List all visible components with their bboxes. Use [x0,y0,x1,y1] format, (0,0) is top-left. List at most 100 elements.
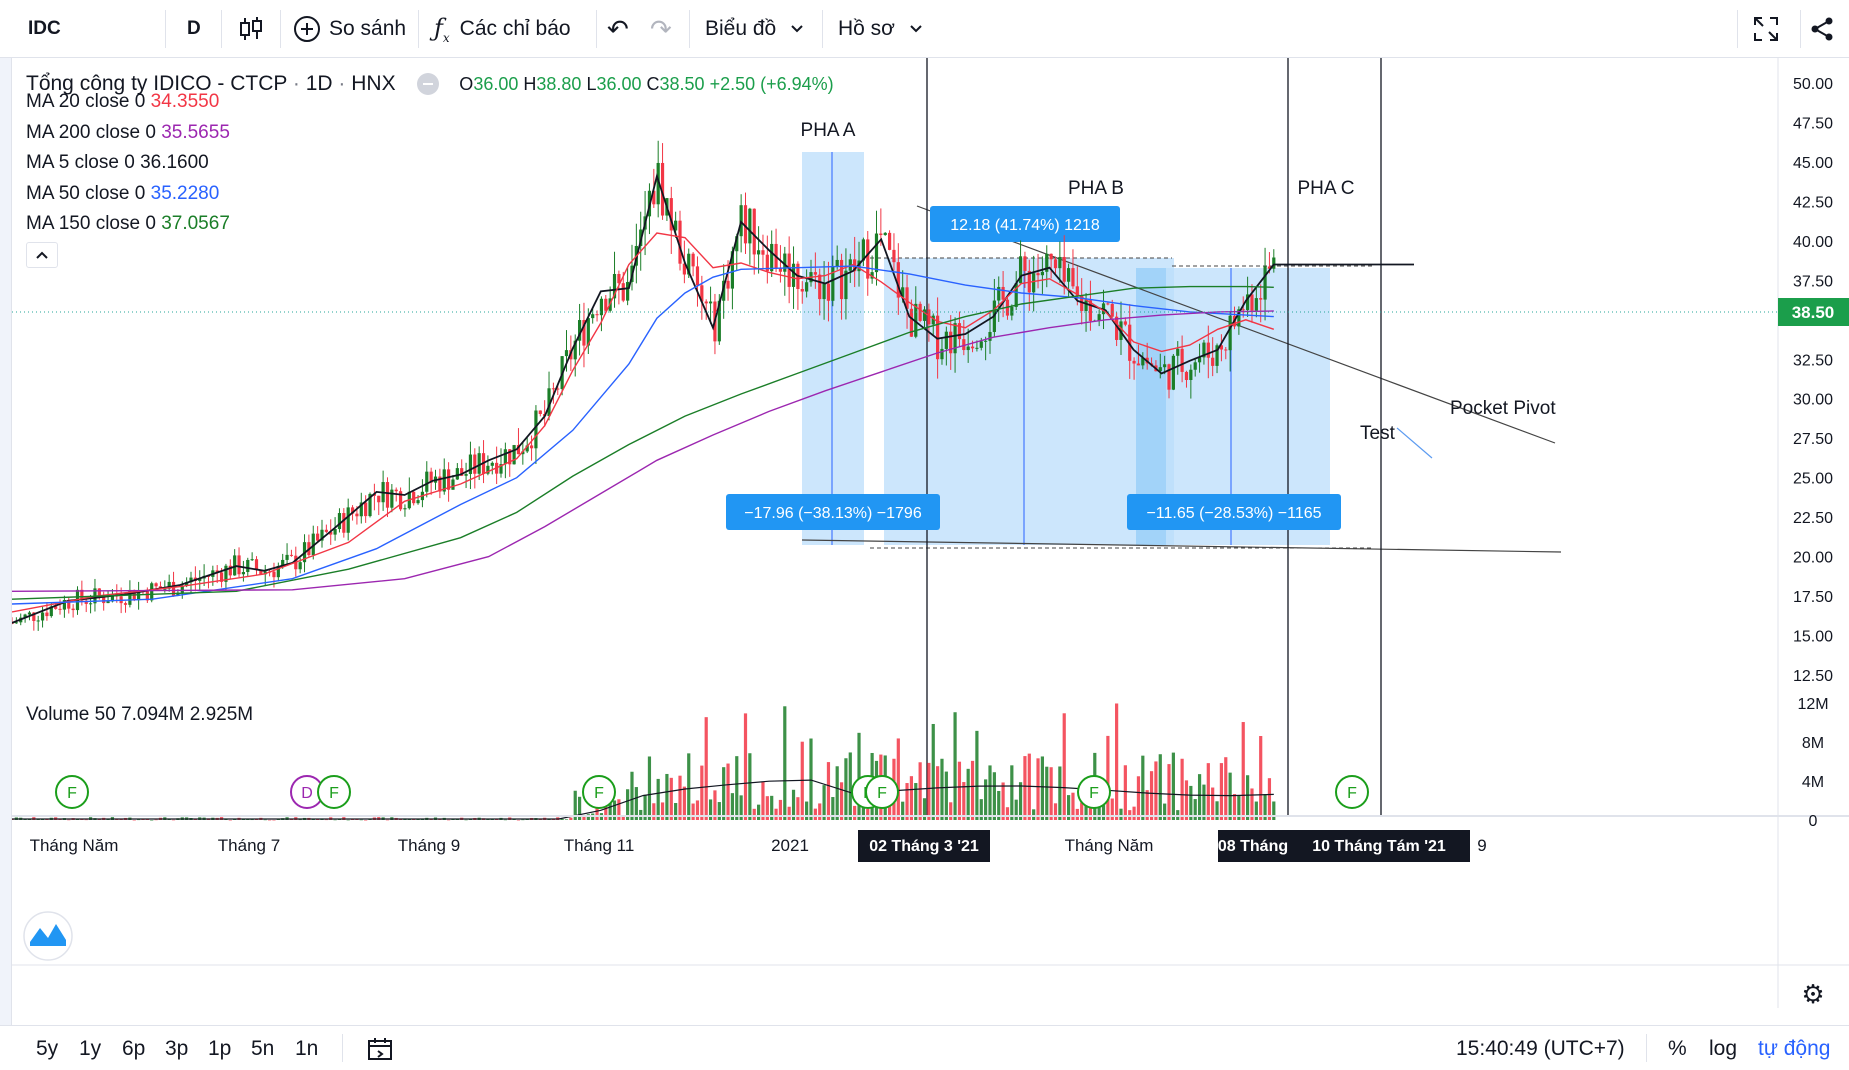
ma-legend-4[interactable]: MA 150 close 0 37.0567 [26,213,230,235]
volume-bar [1211,787,1215,820]
candle-body [1080,295,1084,311]
candle-body [1259,298,1263,300]
undo-button[interactable]: ↶ [607,0,629,58]
volume-bar [364,819,368,821]
candle-body [800,289,804,292]
volume-bar [887,800,892,820]
candle-body [1115,316,1119,340]
volume-bar [1032,809,1036,820]
profile-menu[interactable]: Hồ sơ [838,0,923,58]
ma-legend-2[interactable]: MA 5 close 0 36.1600 [26,152,209,174]
chevron-up-icon [36,251,48,259]
candle-body [604,298,608,311]
volume-bar [778,799,783,820]
fullscreen-button[interactable] [1752,0,1780,58]
volume-bar [896,738,900,820]
volume-bar [708,799,713,820]
event-marker [1335,775,1369,809]
chart-area[interactable]: PHA A PHA B PHA C Pocket Pivot Test 12.1… [10,58,1849,1025]
range-5y[interactable]: 5y [36,1036,59,1060]
chart-settings-button[interactable]: ⚙ [1801,979,1824,1009]
event-markers: FDFFFFFF [55,775,1369,809]
volume-axis[interactable]: 12M 8M 4M 0 [1797,696,1828,830]
volume-bar [272,819,276,821]
high-label: H [523,74,537,94]
volume-legend[interactable]: Volume 50 7.094M 2.925M [26,704,253,726]
indicators-label: Các chỉ báo [459,17,571,40]
candle-body [529,445,534,449]
range-3m[interactable]: 3p [165,1036,189,1060]
volume-bar [495,819,499,820]
drawing-toolbar-collapsed[interactable] [0,58,12,1025]
candle-body [416,500,420,504]
redo-button[interactable]: ↷ [650,0,672,58]
range-1m[interactable]: 1p [208,1036,232,1060]
candle-body [997,286,1001,301]
candle-body [896,262,900,298]
volume-bar [835,766,839,820]
measure-label-down-2: −11.65 (−28.53%) −1165 [1146,505,1321,522]
support-trendline[interactable] [801,539,1562,553]
candle-body [1189,369,1193,380]
candle-body [687,253,691,275]
footer-divider [342,1034,343,1062]
price-tick-label: 37.50 [1793,273,1833,290]
candle-body [752,208,756,255]
time-axis[interactable]: Tháng Năm Tháng 7 Tháng 9 Tháng 11 2021 Tháng… [30,830,1487,862]
change-value: +2.50 (+6.94%) [709,74,834,94]
measure-box-pha-a[interactable] [802,152,864,545]
auto-scale-toggle[interactable]: tự động [1758,1036,1831,1060]
candle-body [612,273,617,299]
candle-body [787,253,791,287]
range-6m[interactable]: 6p [122,1036,146,1060]
toolbar-divider [165,10,166,48]
label-pha-a: PHA A [801,120,856,141]
ma-value: 36.1600 [140,152,209,173]
ma-legend-1[interactable]: MA 200 close 0 35.5655 [26,122,230,144]
candle-body [438,476,442,492]
price-tick-label: 40.00 [1793,234,1833,251]
volume-bar [813,808,817,820]
candle-body [1206,342,1210,358]
volume-bar [1197,774,1202,820]
ma-label: MA 50 close 0 [26,183,146,204]
range-1y[interactable]: 1y [79,1036,102,1060]
compare-button[interactable]: So sánh [293,0,406,58]
chart-type-menu[interactable]: Biểu đồ [705,0,804,58]
price-tick-label: 32.50 [1793,352,1833,369]
log-scale-toggle[interactable]: log [1709,1036,1738,1060]
candle-body [818,274,822,300]
goto-date-button[interactable] [366,1026,394,1070]
candle-body [1084,300,1088,311]
volume-bar [23,819,27,820]
volume-tick-label: 12M [1797,696,1828,713]
candle-body [88,603,93,605]
candle-body [324,529,328,532]
range-5d[interactable]: 5n [251,1036,275,1060]
price-axis[interactable]: 50.0047.5045.0042.5040.0037.5035.0032.50… [1793,76,1833,685]
volume-bar [953,712,957,820]
candle-body [97,588,101,597]
legend-toggle-button[interactable] [26,242,58,268]
candle-body [835,259,839,267]
range-1d[interactable]: 1n [295,1036,319,1060]
candle-body [150,583,154,601]
volume-bar [634,787,638,820]
indicators-button[interactable]: ƒx Các chỉ báo [434,0,571,58]
candle-body [425,471,429,492]
price-chart[interactable]: PHA A PHA B PHA C Pocket Pivot Test 12.1… [10,58,1849,1025]
interval-button[interactable]: D [187,0,201,58]
tradingview-logo[interactable] [23,911,73,961]
volume-bar [857,732,861,820]
ma-legend-0[interactable]: MA 20 close 0 34.3550 [26,91,219,113]
ma-label: MA 5 close 0 [26,152,135,173]
candle-body [922,309,927,321]
close-value: 38.50 [659,74,705,94]
percent-scale-toggle[interactable]: % [1668,1036,1687,1060]
share-button[interactable] [1808,0,1836,58]
ma-legend-3[interactable]: MA 50 close 0 35.2280 [26,183,219,205]
clock-timezone[interactable]: 15:40:49 (UTC+7) [1456,1036,1625,1060]
candles-button[interactable] [238,0,264,58]
symbol-search[interactable]: IDC [28,0,61,58]
collapse-legend-button[interactable] [417,73,440,96]
